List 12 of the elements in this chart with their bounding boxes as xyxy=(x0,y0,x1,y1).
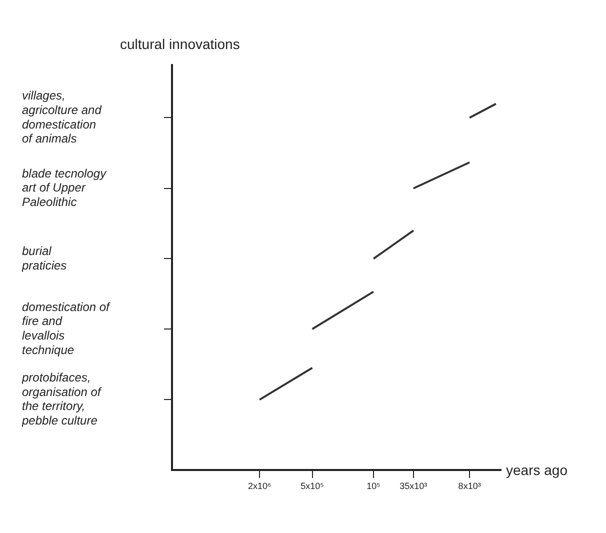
y-axis-title: cultural innovations xyxy=(120,36,240,52)
text: blade tecnology art of Upper Paleolithic xyxy=(22,166,108,210)
x-tick-label: 10⁵ xyxy=(366,480,381,491)
x-axis-title: years ago xyxy=(506,462,568,478)
text: domestication of fire and levallois technique xyxy=(22,300,112,357)
x-tick-label: 2x10⁶ xyxy=(248,480,272,491)
text: villages, agricolture and domestication of animals xyxy=(22,88,102,146)
x-tick-label: 8x10³ xyxy=(458,480,481,491)
x-tick-label: 35x10³ xyxy=(400,480,428,491)
x-tick-label: 5x10⁵ xyxy=(300,480,324,491)
text: burial praticies xyxy=(21,244,67,272)
text: protobifaces, organisation of the territory, pebble culture xyxy=(21,370,102,428)
